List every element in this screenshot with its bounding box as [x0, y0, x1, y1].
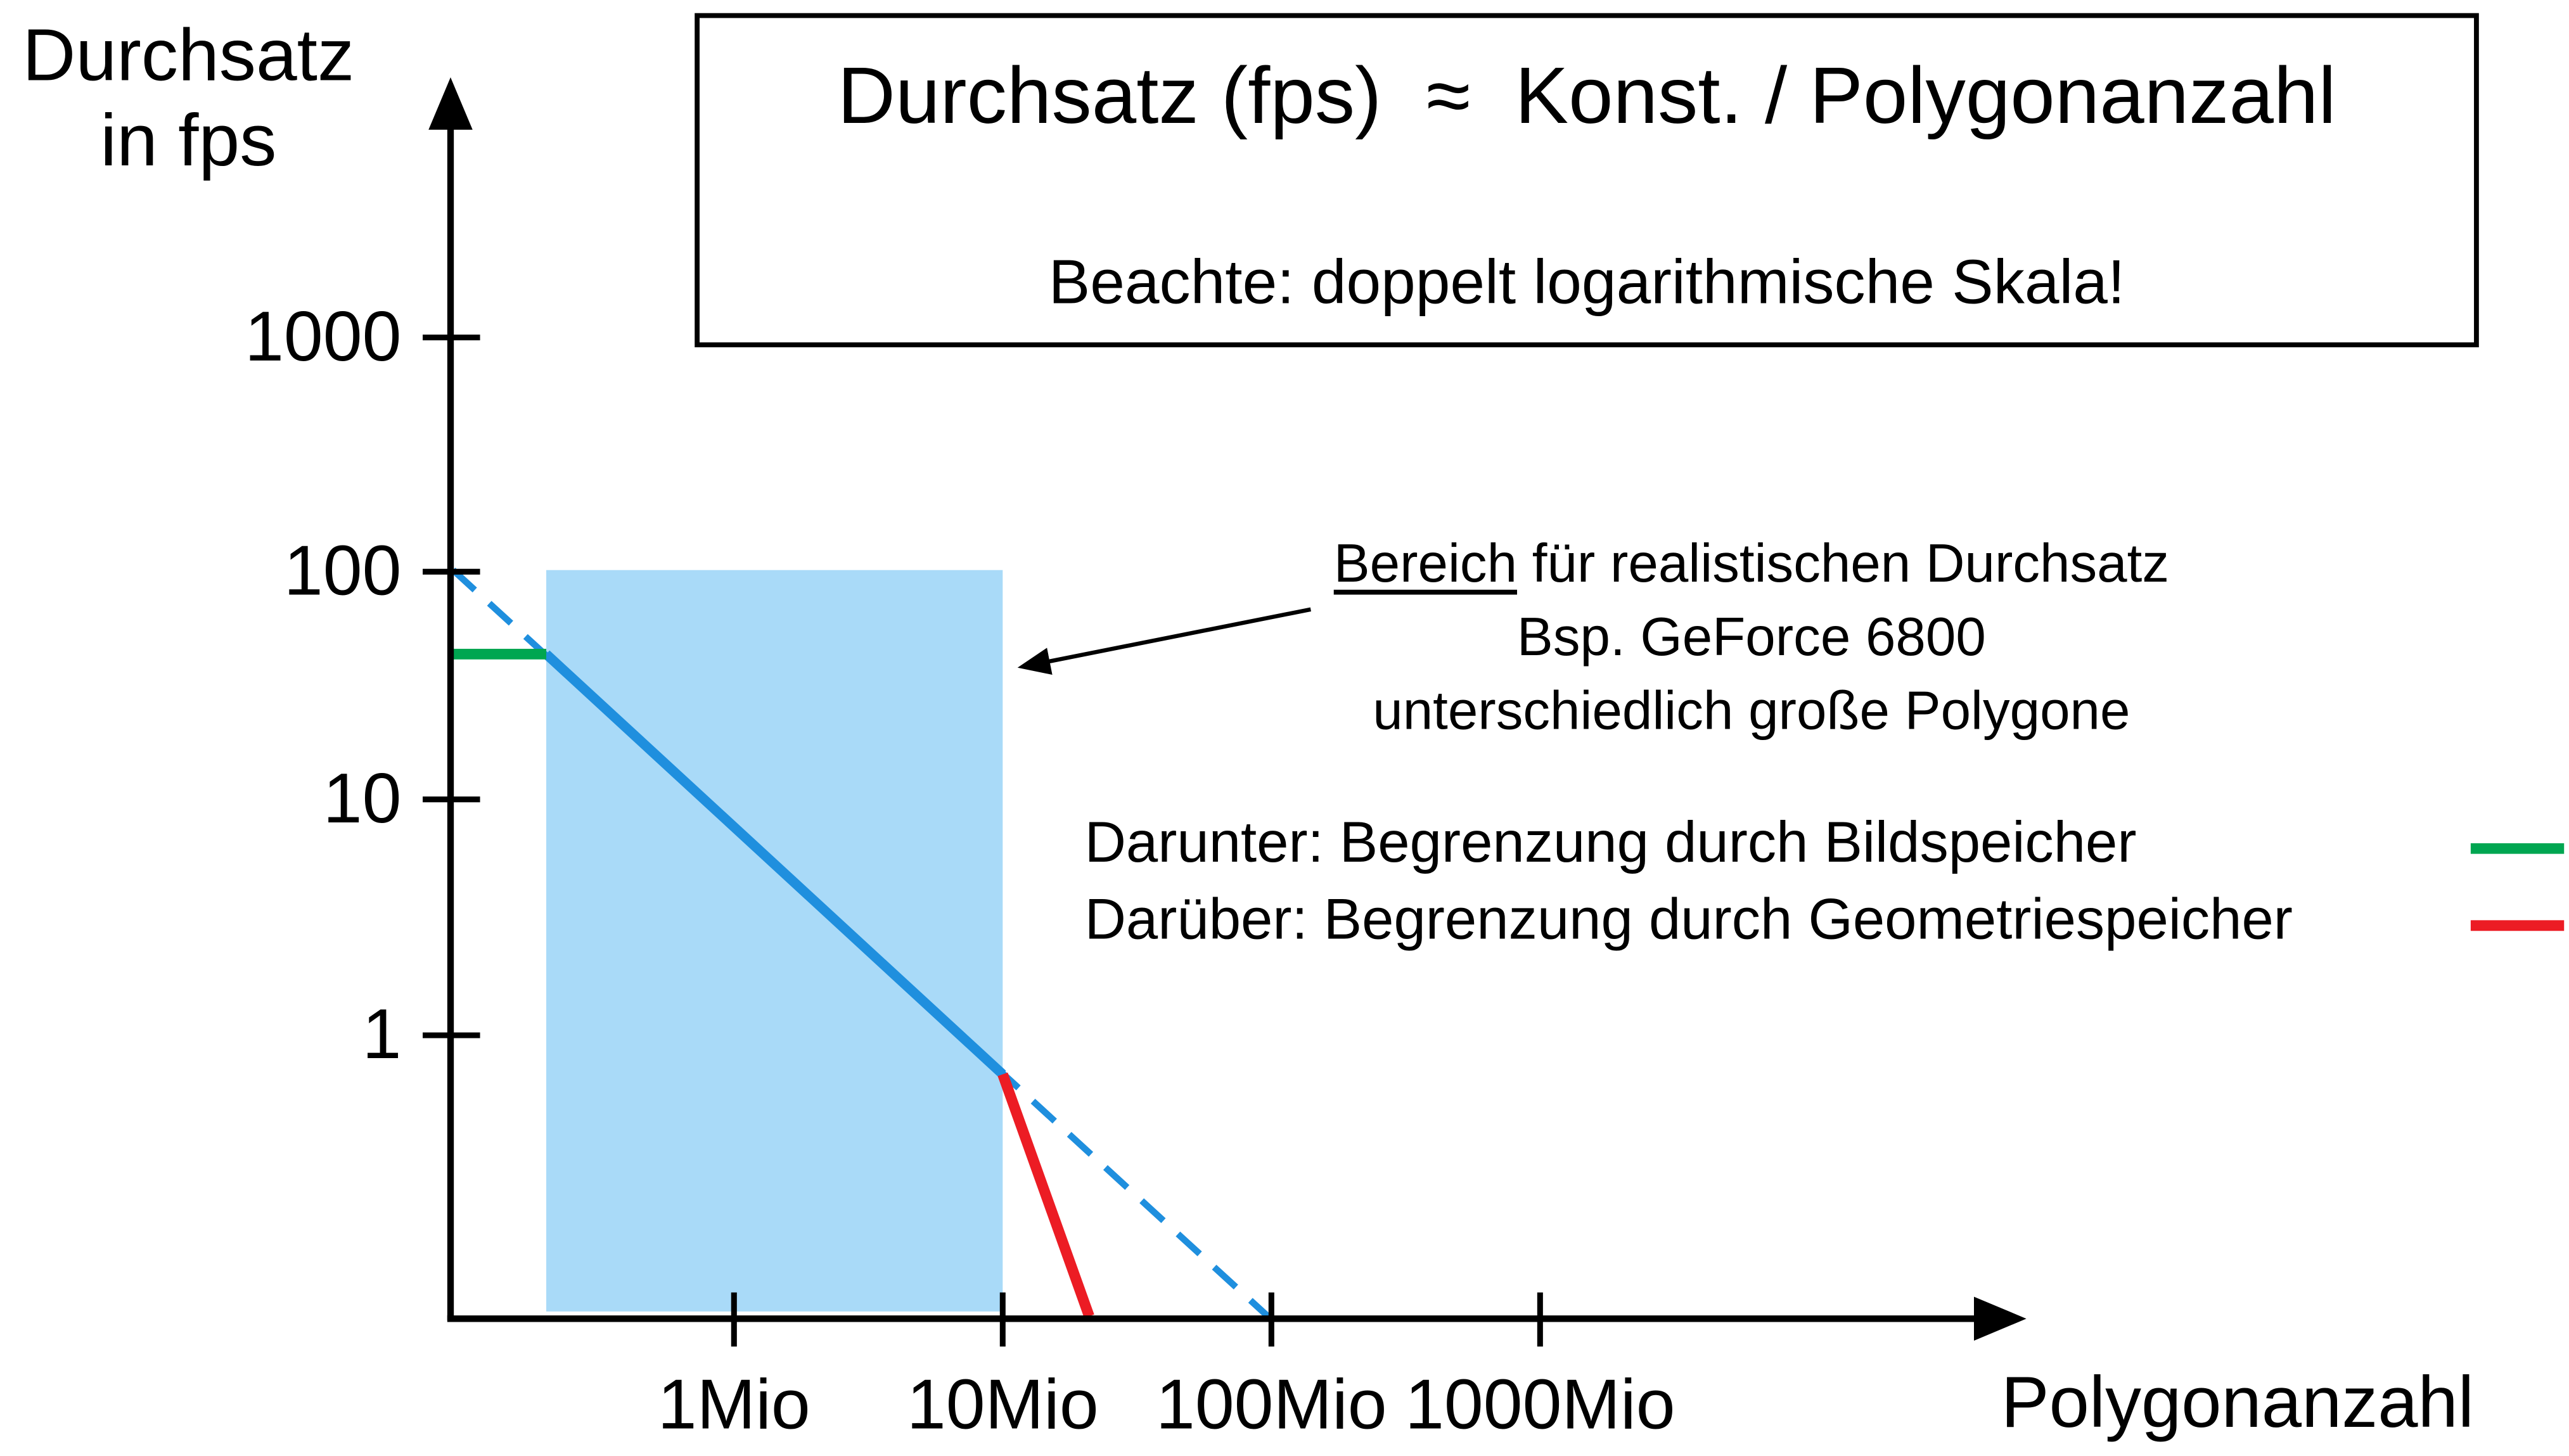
annotation-line1-rest: für realistischen Durchsatz [1517, 532, 2169, 593]
title-box: Durchsatz (fps) ≈ Konst. / Polygonanzahl… [695, 13, 2479, 348]
legend-above-label: Darüber: Begrenzung durch Geometriespeic… [1084, 888, 2293, 952]
formula-title: Durchsatz (fps) ≈ Konst. / Polygonanzahl [837, 52, 2336, 141]
annotation-bereich-underlined: Bereich [1333, 532, 1518, 593]
y-tick-label-1000: 1000 [245, 298, 402, 377]
x-tick-label-10mio: 10Mio [906, 1366, 1099, 1445]
realistic-region [546, 570, 1003, 1312]
annotation-line1: Bereich für realistischen Durchsatz [1242, 528, 2261, 601]
x-tick-label-100mio: 100Mio [1156, 1366, 1387, 1445]
y-axis-title-line2: in fps [100, 98, 277, 182]
y-tick-label-1: 1 [362, 995, 402, 1075]
legend-below-label: Darunter: Begrenzung durch Bildspeicher [1084, 810, 2137, 875]
annotation-arrow [1017, 607, 1311, 675]
geometry-limit-line [997, 1072, 1094, 1319]
annotation-line2: Bsp. GeForce 6800 [1516, 606, 1986, 667]
y-axis-title: Durchsatz in fps [13, 13, 364, 184]
x-tick-label-1mio: 1Mio [657, 1366, 810, 1445]
y-tick-label-100: 100 [283, 532, 402, 611]
log-scale-note: Beachte: doppelt logarithmische Skala! [1048, 248, 2125, 318]
realistic-throughput-line [542, 650, 1006, 1078]
annotation-line3: unterschiedlich große Polygone [1373, 679, 2130, 740]
y-axis-title-line1: Durchsatz [22, 13, 355, 97]
x-tick-label-1000mio: 1000Mio [1405, 1366, 1675, 1445]
y-tick-label-10: 10 [323, 760, 402, 839]
region-annotation: Bereich für realistischen Durchsatz Bsp.… [1242, 528, 2261, 748]
x-axis-title: Polygonanzahl [2001, 1363, 2475, 1443]
